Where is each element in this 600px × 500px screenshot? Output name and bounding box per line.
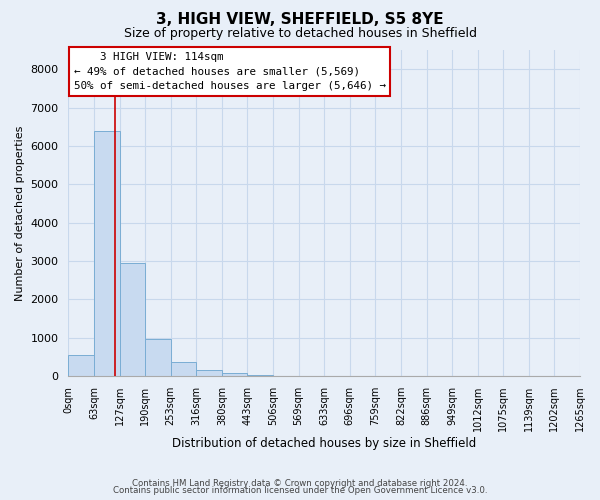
Text: Contains public sector information licensed under the Open Government Licence v3: Contains public sector information licen… — [113, 486, 487, 495]
Y-axis label: Number of detached properties: Number of detached properties — [15, 126, 25, 301]
Bar — [196, 370, 222, 376]
Bar — [247, 374, 273, 376]
Bar — [119, 263, 145, 376]
X-axis label: Distribution of detached houses by size in Sheffield: Distribution of detached houses by size … — [172, 437, 476, 450]
Bar — [94, 130, 119, 376]
Bar — [145, 339, 171, 376]
Text: 3, HIGH VIEW, SHEFFIELD, S5 8YE: 3, HIGH VIEW, SHEFFIELD, S5 8YE — [156, 12, 444, 28]
Text: Contains HM Land Registry data © Crown copyright and database right 2024.: Contains HM Land Registry data © Crown c… — [132, 478, 468, 488]
Text: Size of property relative to detached houses in Sheffield: Size of property relative to detached ho… — [124, 28, 476, 40]
Text: 3 HIGH VIEW: 114sqm
← 49% of detached houses are smaller (5,569)
50% of semi-det: 3 HIGH VIEW: 114sqm ← 49% of detached ho… — [74, 52, 386, 91]
Bar — [68, 355, 94, 376]
Bar — [222, 374, 247, 376]
Bar — [171, 362, 196, 376]
